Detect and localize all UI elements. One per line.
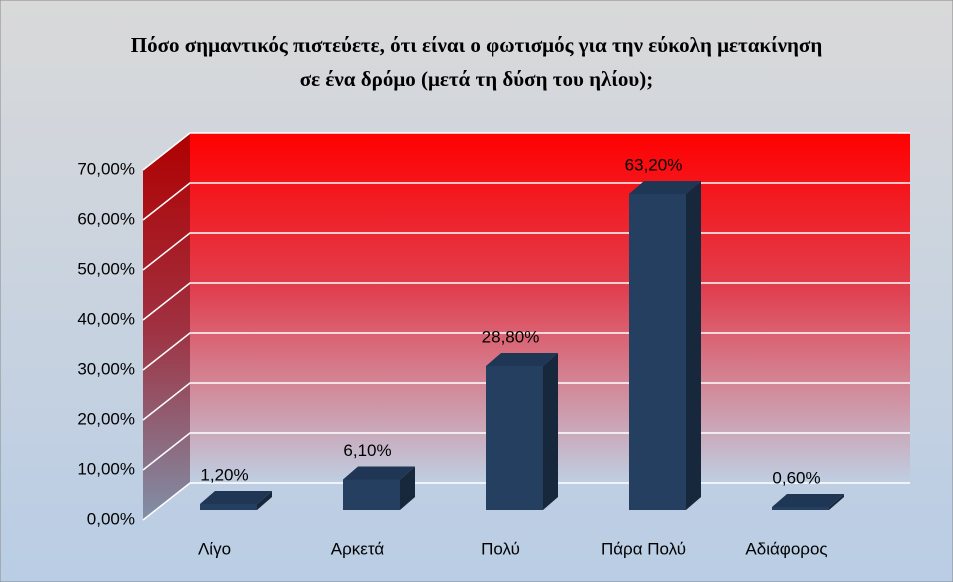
y-tick-label: 10,00% (77, 459, 135, 478)
title-box: Πόσο σημαντικός πιστεύετε, ότι είναι ο φ… (130, 33, 823, 91)
data-label: 1,20% (200, 465, 248, 484)
data-label: 6,10% (343, 441, 391, 460)
side-wall (143, 133, 190, 520)
bar (343, 479, 400, 510)
x-tick-label: Αδιάφορος (745, 539, 827, 558)
bar-top (343, 466, 415, 480)
bar (200, 504, 257, 510)
y-tick-label: 40,00% (77, 309, 135, 328)
data-label: 0,60% (772, 468, 820, 487)
chart-title: Πόσο σημαντικός πιστεύετε, ότι είναι ο φ… (130, 33, 823, 91)
bar (486, 366, 543, 510)
bar-side (400, 466, 415, 510)
bar-top (200, 491, 272, 504)
bar (772, 507, 829, 510)
bar-side (257, 491, 272, 510)
x-tick-label: Αρκετά (331, 539, 385, 558)
grid-line (142, 132, 910, 171)
bar-side (686, 181, 701, 510)
y-tick-label: 30,00% (77, 359, 135, 378)
bar (629, 194, 686, 510)
x-tick-label: Λίγο (198, 539, 231, 558)
y-tick-label: 60,00% (77, 209, 135, 228)
back-wall (190, 133, 910, 483)
y-tick-label: 70,00% (77, 159, 135, 178)
x-tick-label: Πάρα Πολύ (601, 539, 686, 558)
bar-top (486, 353, 558, 366)
x-tick-label: Πολύ (481, 539, 520, 558)
bar-side (829, 494, 844, 510)
y-tick-label: 0,00% (87, 509, 135, 528)
bar-top (629, 181, 701, 194)
bar-side (543, 353, 558, 510)
data-label: 63,20% (625, 155, 683, 174)
y-tick-label: 50,00% (77, 259, 135, 278)
bar-top (772, 494, 844, 507)
y-tick-label: 20,00% (77, 409, 135, 428)
data-label: 28,80% (482, 327, 540, 346)
